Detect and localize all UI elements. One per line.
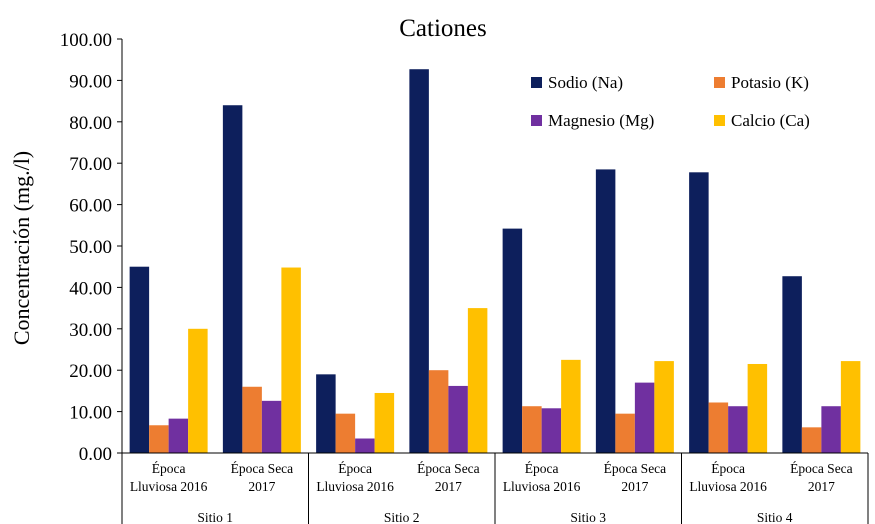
y-tick-label: 100.00 bbox=[60, 30, 112, 51]
group-label: Sitio 3 bbox=[570, 510, 606, 524]
bar bbox=[502, 228, 523, 453]
legend-swatch bbox=[714, 115, 725, 126]
x-tick-label: Lluviosa 2016 bbox=[130, 479, 208, 494]
bar bbox=[188, 328, 208, 453]
bar bbox=[747, 363, 768, 453]
bar bbox=[316, 374, 336, 453]
bar bbox=[522, 406, 542, 453]
bars bbox=[129, 69, 861, 454]
bar bbox=[129, 266, 150, 453]
bar bbox=[801, 427, 822, 453]
bar bbox=[149, 425, 169, 453]
y-tick-label: 0.00 bbox=[79, 444, 112, 465]
x-tick-label: 2017 bbox=[435, 479, 462, 494]
y-tick-label: 90.00 bbox=[69, 71, 112, 92]
legend-swatch bbox=[714, 77, 725, 88]
y-tick-label: 30.00 bbox=[69, 320, 112, 341]
y-axis-ticks: 0.00 10.00 20.00 30.00 40.00 50.00 60.00 70.00 8… bbox=[60, 30, 123, 465]
legend-label: Sodio (Na) bbox=[548, 73, 623, 92]
bar bbox=[708, 402, 729, 453]
bar bbox=[595, 169, 616, 453]
x-tick-label: 2017 bbox=[248, 479, 275, 494]
legend-swatch bbox=[531, 77, 542, 88]
bar bbox=[355, 438, 375, 453]
legend-label: Magnesio (Mg) bbox=[548, 111, 654, 130]
x-tick-label: Época Seca bbox=[417, 461, 480, 476]
bar bbox=[467, 308, 488, 453]
x-tick-label: Época bbox=[525, 461, 559, 476]
bar bbox=[409, 69, 429, 454]
bar bbox=[840, 361, 861, 453]
x-tick-label: Lluviosa 2016 bbox=[503, 479, 581, 494]
bar bbox=[561, 359, 581, 453]
bar bbox=[428, 370, 449, 453]
y-tick-label: 80.00 bbox=[69, 113, 112, 134]
legend-label: Calcio (Ca) bbox=[731, 111, 810, 130]
x-tick-label: 2017 bbox=[808, 479, 835, 494]
x-tick-label: Época bbox=[152, 461, 186, 476]
bar bbox=[615, 413, 635, 453]
legend-label: Potasio (K) bbox=[731, 73, 809, 92]
bar bbox=[168, 418, 189, 453]
bar bbox=[689, 172, 709, 454]
bar bbox=[374, 392, 395, 453]
legend-swatch bbox=[531, 115, 542, 126]
x-tick-label: 2017 bbox=[621, 479, 648, 494]
x-tick-label: Época Seca bbox=[231, 461, 294, 476]
y-tick-label: 40.00 bbox=[69, 278, 112, 299]
bar bbox=[242, 386, 262, 453]
bar bbox=[634, 382, 655, 453]
bar bbox=[821, 406, 841, 453]
x-tick-label: Época Seca bbox=[604, 461, 667, 476]
x-tick-label: Época bbox=[711, 461, 745, 476]
x-tick-label: Lluviosa 2016 bbox=[316, 479, 394, 494]
bar bbox=[281, 267, 301, 453]
y-tick-label: 60.00 bbox=[69, 196, 112, 217]
bar bbox=[782, 276, 802, 453]
bar bbox=[654, 361, 674, 453]
y-tick-label: 70.00 bbox=[69, 154, 112, 175]
chart-title: Cationes bbox=[399, 15, 487, 42]
y-tick-label: 10.00 bbox=[69, 403, 112, 424]
y-tick-label: 20.00 bbox=[69, 361, 112, 382]
bar bbox=[728, 406, 748, 453]
group-label: Sitio 4 bbox=[757, 510, 793, 524]
x-tick-label: Lluviosa 2016 bbox=[689, 479, 767, 494]
bar bbox=[541, 408, 562, 453]
x-tick-label: Época bbox=[338, 461, 372, 476]
bar bbox=[448, 385, 468, 453]
y-tick-label: 50.00 bbox=[69, 237, 112, 258]
x-tick-label: Época Seca bbox=[790, 461, 853, 476]
group-label: Sitio 1 bbox=[197, 510, 233, 524]
bar bbox=[335, 413, 356, 453]
x-axis: Época Lluviosa 2016 Época Seca 2017 Época Llu… bbox=[121, 452, 869, 524]
bar bbox=[261, 400, 282, 453]
group-label: Sitio 2 bbox=[384, 510, 420, 524]
legend: Sodio (Na) Potasio (K) Magnesio (Mg) Calcio… bbox=[531, 73, 810, 130]
bar bbox=[222, 105, 243, 454]
y-axis-label: Concentración (mg./l) bbox=[9, 151, 34, 345]
